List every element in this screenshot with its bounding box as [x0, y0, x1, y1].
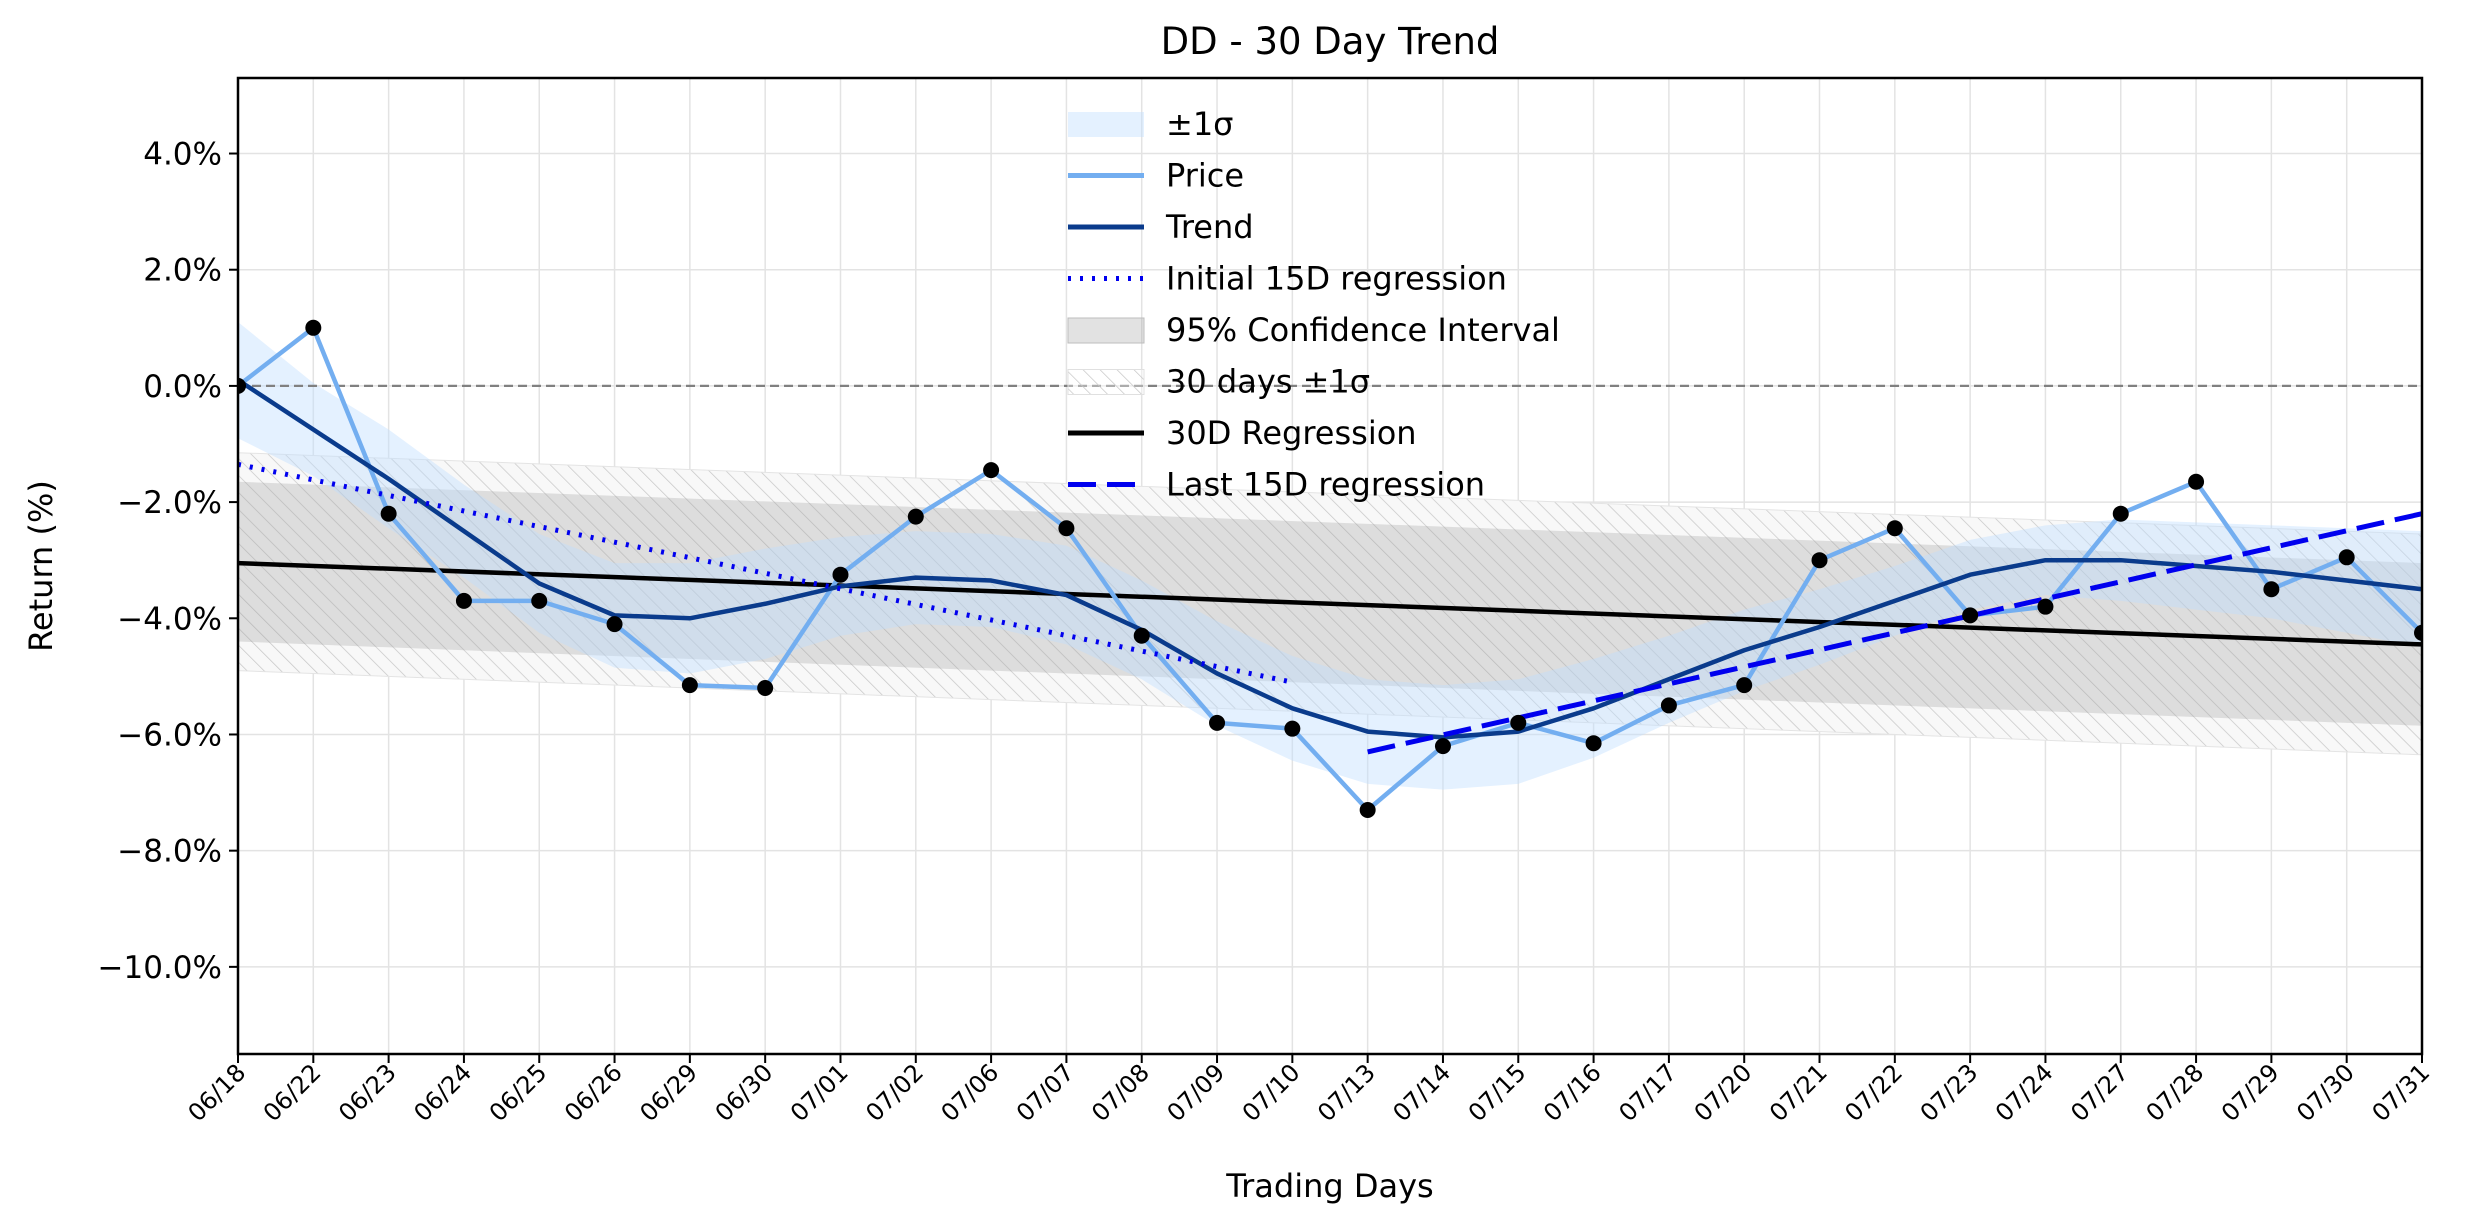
y-tick-label: −8.0%	[117, 834, 222, 870]
price-point	[1736, 677, 1753, 694]
x-axis: 06/18 06/22 06/23 06/24 06/25 06/26 06/29 06/30…	[183, 1054, 2436, 1127]
legend-label: ±1σ	[1166, 105, 1233, 143]
x-tick-label: 07/31	[2367, 1058, 2436, 1127]
y-tick-label: 0.0%	[143, 369, 222, 405]
y-tick-label: −4.0%	[117, 601, 222, 637]
price-point	[1209, 714, 1226, 731]
plot-frame	[236, 76, 2424, 1056]
x-tick-label: 07/06	[936, 1058, 1005, 1127]
price-point	[2414, 624, 2422, 641]
x-tick-label: 06/24	[408, 1058, 477, 1127]
price-point	[832, 566, 849, 583]
price-point	[455, 592, 472, 609]
regression-30d-line	[238, 560, 2422, 647]
x-tick-label: 07/13	[1312, 1058, 1381, 1127]
price-point	[305, 319, 322, 336]
price-point	[1962, 607, 1979, 624]
legend-label: 30 days ±1σ	[1166, 363, 1370, 401]
x-tick-label: 06/23	[333, 1058, 402, 1127]
x-tick-label: 07/27	[2065, 1058, 2134, 1127]
x-tick-label: 07/15	[1463, 1058, 1532, 1127]
x-tick-label: 07/23	[1915, 1058, 1984, 1127]
y-tick-label: 4.0%	[143, 137, 222, 173]
price-point	[1058, 520, 1075, 537]
legend-label: 95% Confidence Interval	[1166, 311, 1560, 349]
y-tick-label: 2.0%	[143, 253, 222, 289]
x-tick-label: 06/29	[634, 1058, 703, 1127]
x-tick-label: 07/20	[1689, 1058, 1758, 1127]
price-point	[531, 592, 548, 609]
x-tick-label: 07/08	[1086, 1058, 1155, 1127]
x-tick-label: 06/26	[559, 1058, 628, 1127]
price-point	[1660, 697, 1677, 714]
plot-area	[238, 319, 2422, 818]
x-tick-label: 07/22	[1839, 1058, 1908, 1127]
x-tick-label: 06/18	[183, 1058, 252, 1127]
x-tick-label: 07/28	[2141, 1058, 2210, 1127]
y-tick-label: −10.0%	[98, 950, 222, 986]
x-tick-label: 07/29	[2216, 1058, 2285, 1127]
price-point	[2338, 549, 2355, 566]
price-point	[1585, 735, 1602, 752]
x-tick-label: 07/30	[2291, 1058, 2360, 1127]
legend-label: Trend	[1165, 208, 1254, 246]
legend-label: Price	[1166, 157, 1244, 195]
price-point	[1510, 714, 1527, 731]
legend-label: Last 15D regression	[1166, 466, 1485, 504]
price-point	[1886, 520, 1903, 537]
price-point	[681, 677, 698, 694]
price-point	[907, 508, 924, 525]
x-axis-label: Trading Days	[1225, 1167, 1433, 1205]
regression-last-15d-line	[1367, 511, 2422, 755]
price-point	[757, 680, 774, 696]
legend-swatch-sigma	[1068, 112, 1144, 137]
x-tick-label: 06/22	[258, 1058, 327, 1127]
price-point	[1284, 720, 1301, 737]
price-point	[1133, 627, 1150, 644]
trend-line	[238, 378, 2422, 740]
legend: ±1σ Price Trend Initial 15D regression 95% C…	[1067, 105, 1560, 504]
legend-label: Initial 15D regression	[1166, 260, 1507, 298]
sigma-band	[238, 322, 2422, 790]
y-axis-label: Return (%)	[22, 480, 60, 652]
x-tick-label: 07/14	[1387, 1058, 1456, 1127]
x-tick-label: 07/09	[1162, 1058, 1231, 1127]
price-point	[2263, 581, 2280, 598]
price-point	[1811, 552, 1828, 569]
x-tick-label: 07/10	[1237, 1058, 1306, 1127]
price-line	[238, 325, 2422, 813]
x-tick-label: 07/16	[1538, 1058, 1607, 1127]
price-point	[606, 616, 623, 633]
x-tick-label: 07/21	[1764, 1058, 1833, 1127]
price-point	[2112, 505, 2129, 522]
x-tick-label: 07/02	[860, 1058, 929, 1127]
y-axis: 4.0% 2.0% 0.0% −2.0% −4.0% −6.0% −8.0% −10.0%	[98, 137, 238, 986]
y-tick-label: −2.0%	[117, 485, 222, 521]
x-tick-label: 06/25	[484, 1058, 553, 1127]
price-point	[238, 377, 246, 394]
price-point	[380, 505, 397, 522]
x-tick-label: 07/07	[1011, 1058, 1080, 1127]
legend-swatch-sigma-30d	[1067, 369, 1145, 395]
price-point	[1359, 802, 1376, 818]
x-tick-label: 07/24	[1990, 1058, 2059, 1127]
chart-title: DD - 30 Day Trend	[1161, 20, 1500, 63]
x-tick-label: 06/30	[710, 1058, 779, 1127]
x-tick-label: 07/01	[785, 1058, 854, 1127]
legend-label: 30D Regression	[1166, 414, 1417, 452]
price-point	[983, 462, 1000, 479]
y-tick-label: −6.0%	[117, 717, 222, 753]
price-point	[2037, 598, 2054, 615]
price-point	[2188, 473, 2205, 490]
legend-swatch-confidence	[1067, 317, 1145, 344]
x-tick-label: 07/17	[1613, 1058, 1682, 1127]
price-point	[1434, 738, 1451, 755]
